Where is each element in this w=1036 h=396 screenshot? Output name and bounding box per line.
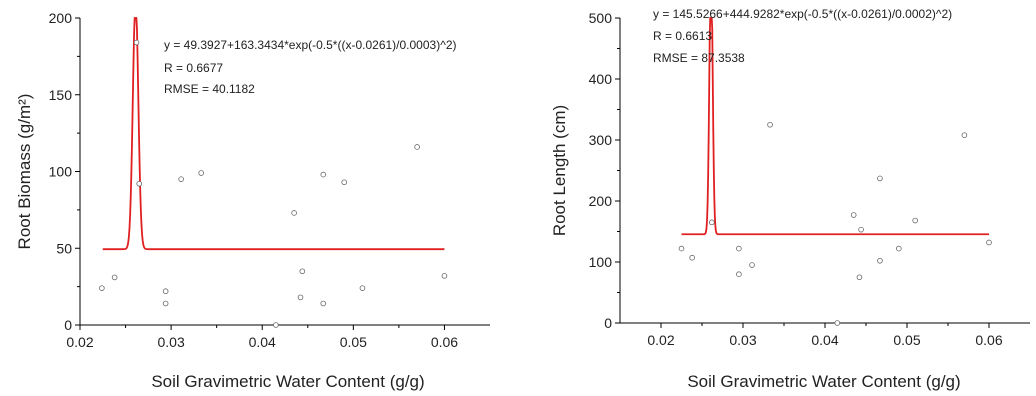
- y-axis-title: Root Length (cm): [550, 105, 569, 236]
- data-point: [749, 262, 755, 268]
- x-tick-label: 0.05: [893, 332, 920, 348]
- x-tick-label: 0.02: [66, 334, 93, 350]
- fit-annotation: y = 49.3927+163.3434*exp(-0.5*((x-0.0261…: [164, 38, 457, 52]
- data-point: [291, 210, 297, 216]
- data-point: [961, 132, 968, 138]
- x-tick-label: 0.04: [811, 332, 838, 348]
- x-tick-label: 0.03: [157, 334, 184, 350]
- x-tick-label: 0.04: [249, 334, 276, 350]
- fit-annotation: y = 145.5266+444.9282*exp(-0.5*((x-0.026…: [653, 7, 952, 21]
- data-point: [162, 300, 169, 307]
- data-point: [133, 39, 140, 46]
- data-point: [877, 175, 883, 182]
- x-tick-label: 0.05: [340, 334, 367, 350]
- y-axis-title: Root Biomass (g/m²): [15, 94, 34, 250]
- y-tick-label: 500: [589, 10, 613, 26]
- fit-curve: [681, 17, 989, 236]
- y-tick-label: 400: [589, 71, 613, 87]
- data-point: [834, 320, 841, 326]
- x-tick-label: 0.06: [431, 334, 458, 350]
- chart-1: 0 50 100 150 200 0.02 0.03 0.04 0.05 0.06 Soil Gra…: [15, 10, 490, 391]
- data-point: [912, 217, 918, 224]
- data-point: [850, 212, 857, 218]
- data-point: [709, 219, 715, 226]
- x-tick-label: 0.06: [975, 332, 1002, 348]
- data-point: [341, 179, 348, 186]
- data-point: [856, 274, 863, 281]
- y-tick-label: 200: [49, 10, 73, 26]
- data-point: [297, 294, 304, 301]
- data-point: [320, 171, 327, 178]
- x-tick-label: 0.02: [647, 332, 674, 348]
- data-point: [441, 273, 448, 279]
- x-tick-label: 0.03: [729, 332, 756, 348]
- fit-annotation: RMSE = 87.3538: [653, 51, 745, 65]
- fit-curve: [102, 17, 445, 251]
- y-tick-label: 150: [49, 87, 73, 103]
- fit-annotation: R = 0.6677: [164, 61, 223, 75]
- data-point: [736, 245, 742, 252]
- data-point: [689, 254, 695, 261]
- data-point: [111, 274, 118, 281]
- y-tick-label: 200: [589, 193, 613, 209]
- y-tick-label: 100: [49, 164, 73, 180]
- data-point: [414, 144, 420, 150]
- fit-annotation: R = 0.6613: [653, 29, 712, 43]
- data-point: [178, 176, 184, 182]
- data-point: [299, 268, 306, 275]
- data-point: [273, 322, 279, 328]
- y-tick-label: 50: [56, 240, 72, 256]
- data-point: [136, 180, 143, 187]
- data-point: [320, 300, 327, 307]
- y-tick-label: 300: [589, 132, 613, 148]
- data-point: [678, 245, 685, 252]
- data-point: [736, 271, 742, 278]
- x-axis-title: Soil Gravimetric Water Content (g/g): [687, 372, 960, 391]
- chart-2: 0 100 200 300 400 500 0.02 0.03 0.04 0.05 0.06 Soil…: [550, 7, 1030, 391]
- y-tick-label: 0: [64, 317, 72, 333]
- data-point: [767, 121, 773, 128]
- y-tick-label: 0: [604, 315, 612, 331]
- data-point: [359, 285, 366, 291]
- data-point: [895, 245, 902, 252]
- data-point: [162, 288, 169, 295]
- data-point: [986, 239, 992, 246]
- data-point: [877, 257, 883, 264]
- data-point: [198, 170, 204, 176]
- fit-annotation: RMSE = 40.1182: [164, 82, 255, 96]
- x-axis-title: Soil Gravimetric Water Content (g/g): [151, 372, 424, 391]
- y-tick-label: 100: [589, 254, 613, 270]
- data-point: [99, 285, 105, 291]
- data-point: [858, 226, 864, 233]
